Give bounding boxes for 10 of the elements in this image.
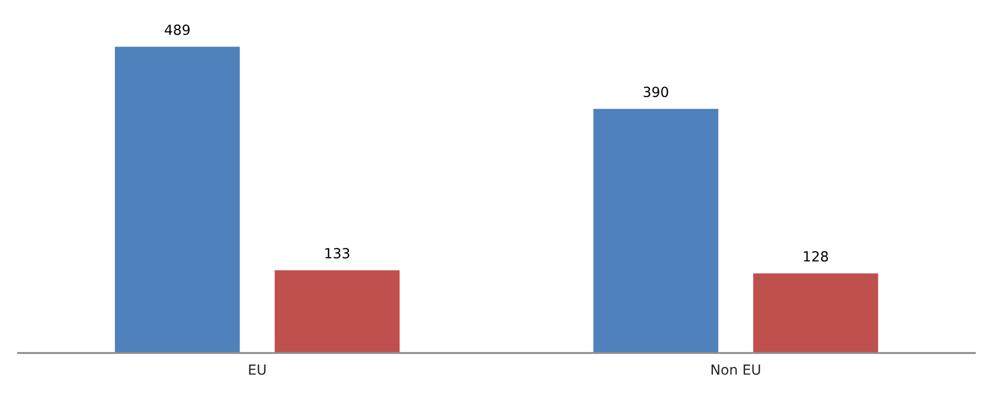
data-label: 128 bbox=[804, 251, 828, 262]
bar bbox=[113, 45, 242, 353]
bar bbox=[273, 268, 402, 353]
x-tick-label: Non EU bbox=[712, 364, 760, 375]
data-label: 133 bbox=[325, 248, 350, 258]
x-tick-label: EU bbox=[249, 364, 266, 375]
bar bbox=[592, 107, 720, 353]
data-label: 390 bbox=[644, 86, 668, 98]
bar bbox=[752, 272, 880, 353]
data-label: 489 bbox=[164, 24, 190, 36]
